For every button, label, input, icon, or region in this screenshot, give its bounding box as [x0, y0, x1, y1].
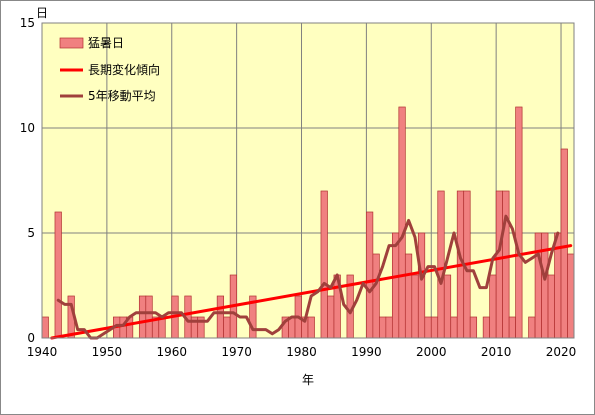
bar	[560, 148, 568, 339]
x-axis-title: 年	[302, 373, 314, 387]
bar	[515, 106, 523, 339]
bar	[502, 190, 510, 339]
x-tick-label: 2000	[416, 345, 447, 359]
bar	[379, 316, 387, 339]
bar	[366, 211, 374, 339]
y-tick-label: 5	[27, 226, 35, 240]
trend-series	[50, 244, 573, 340]
x-tick-labels: 1940 1950 1960 1970 1980 1990 2000 2010 2020	[27, 345, 577, 359]
bar	[138, 295, 147, 339]
bar	[567, 253, 575, 339]
x-tick-label: 2010	[481, 345, 512, 359]
bar	[489, 274, 497, 339]
plot-border	[41, 22, 575, 339]
bar	[372, 253, 380, 339]
legend-swatch-bars	[59, 37, 84, 49]
y-tick-label: 10	[20, 121, 35, 135]
x-tick-label: 1950	[92, 345, 123, 359]
bar	[495, 190, 503, 339]
bar	[327, 295, 335, 339]
x-tick-label: 1960	[156, 345, 187, 359]
bar	[450, 316, 458, 339]
bar	[145, 295, 153, 339]
x-tick-label: 1940	[27, 345, 58, 359]
bar	[443, 274, 452, 339]
bar	[411, 274, 419, 339]
trend-line	[50, 244, 573, 340]
y-tick-labels: 0 5 10 15	[20, 16, 35, 345]
legend-label-moving-average: 5年移動平均	[88, 89, 156, 103]
x-tick-label: 1970	[221, 345, 252, 359]
y-tick-label: 0	[27, 331, 35, 345]
bar	[398, 106, 406, 339]
bar	[216, 295, 225, 339]
bar	[404, 253, 413, 339]
legend-label-trend: 長期変化傾向	[88, 62, 160, 77]
bar	[482, 316, 491, 339]
bar	[528, 316, 536, 339]
x-tick-label: 1980	[286, 345, 317, 359]
bar	[54, 211, 62, 339]
bar	[307, 316, 315, 339]
moving-average-line	[56, 214, 560, 340]
y-tick-label: 15	[20, 16, 35, 30]
bar	[320, 190, 328, 339]
x-tick-label: 1990	[351, 345, 382, 359]
bar	[424, 316, 432, 339]
bar	[430, 316, 439, 339]
bar	[391, 232, 400, 339]
bar	[469, 316, 478, 339]
bar	[385, 316, 393, 339]
bar	[508, 316, 516, 339]
bar	[417, 232, 426, 339]
bar	[41, 316, 49, 339]
x-tick-label: 2020	[546, 345, 577, 359]
bar	[534, 232, 542, 339]
bar	[223, 316, 231, 339]
moving-average-series	[56, 214, 560, 340]
y-axis-title: 日	[36, 6, 48, 20]
legend-label-bars: 猛暑日	[88, 36, 124, 50]
bar	[547, 274, 555, 339]
bar	[437, 190, 445, 339]
